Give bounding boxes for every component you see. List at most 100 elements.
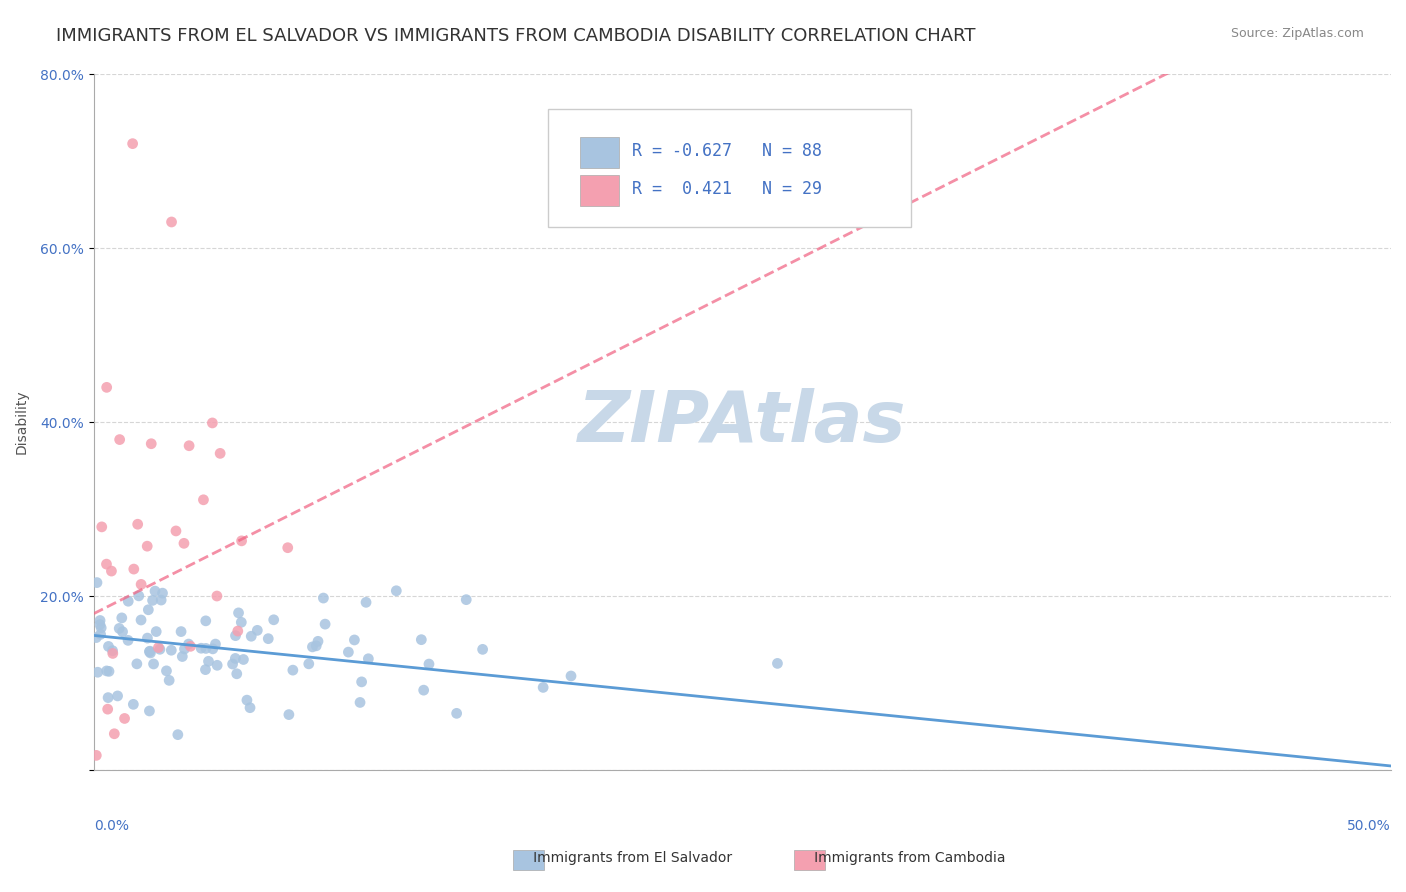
Point [139,644,162,658]
Point [111,624,134,639]
Point [177,637,200,651]
Point [173,642,195,657]
Point [84,748,107,763]
Point [139,646,162,660]
Point [239,700,262,714]
Point [193,492,215,507]
Point [301,640,323,654]
Point [97,640,120,654]
Point [142,657,165,671]
Point [337,645,360,659]
Point [90,621,112,635]
Point [201,641,224,656]
Point [418,657,440,671]
Point [232,652,254,666]
Point [412,683,434,698]
Point [97,690,120,705]
Point [194,641,217,656]
Point [166,728,188,742]
FancyBboxPatch shape [581,175,619,206]
Point [155,664,177,678]
Point [103,727,125,741]
Point [305,639,328,653]
Point [471,642,494,657]
Point [96,664,118,678]
Text: 50.0%: 50.0% [1347,819,1391,833]
Point [194,614,217,628]
Point [111,611,134,625]
Point [125,657,148,671]
Text: Immigrants from El Salvador: Immigrants from El Salvador [520,851,733,865]
Point [257,632,280,646]
Point [122,562,145,576]
Point [145,624,167,639]
Point [136,539,159,553]
Text: IMMIGRANTS FROM EL SALVADOR VS IMMIGRANTS FROM CAMBODIA DISABILITY CORRELATION C: IMMIGRANTS FROM EL SALVADOR VS IMMIGRANT… [56,27,976,45]
Point [343,632,366,647]
Point [277,541,299,555]
Point [173,536,195,550]
Text: R = -0.627   N = 88: R = -0.627 N = 88 [633,142,823,160]
Point [89,614,111,628]
Point [307,634,329,648]
Point [84,631,107,645]
Point [101,643,124,657]
Point [224,651,246,665]
Point [122,698,145,712]
Point [228,606,250,620]
Point [357,652,380,666]
Point [170,624,193,639]
Text: ZIPAtlas: ZIPAtlas [578,388,907,457]
Point [201,416,224,430]
Point [277,707,299,722]
Point [246,624,269,638]
Point [204,637,226,651]
Point [298,657,321,671]
Point [231,615,253,630]
Point [141,436,163,450]
Point [180,640,202,654]
Text: R =  0.421   N = 29: R = 0.421 N = 29 [633,180,823,198]
Point [205,658,228,673]
Point [108,433,131,447]
Text: Source: ZipAtlas.com: Source: ZipAtlas.com [1230,27,1364,40]
Point [240,629,263,643]
Point [190,641,212,656]
Point [221,657,243,671]
Point [231,533,253,548]
Point [236,693,259,707]
Point [127,517,149,532]
Point [97,702,120,716]
Point [179,439,201,453]
Point [385,583,408,598]
Point [281,663,304,677]
Point [150,593,173,607]
Point [101,647,124,661]
Point [205,589,228,603]
FancyBboxPatch shape [548,109,911,227]
Point [138,704,160,718]
Point [194,663,217,677]
Point [160,215,183,229]
Point [117,633,139,648]
Point [354,595,377,609]
Point [108,622,131,636]
Point [349,695,371,709]
Point [107,689,129,703]
Point [90,520,112,534]
Point [456,592,478,607]
Point [446,706,468,721]
Point [128,589,150,603]
Point [157,673,180,688]
Point [225,629,247,643]
Point [531,681,554,695]
Point [197,654,219,668]
Point [160,643,183,657]
Point [263,613,285,627]
Point [100,564,122,578]
Point [129,613,152,627]
Point [98,665,121,679]
Point [149,642,172,657]
Point [142,593,165,607]
Point [766,657,789,671]
